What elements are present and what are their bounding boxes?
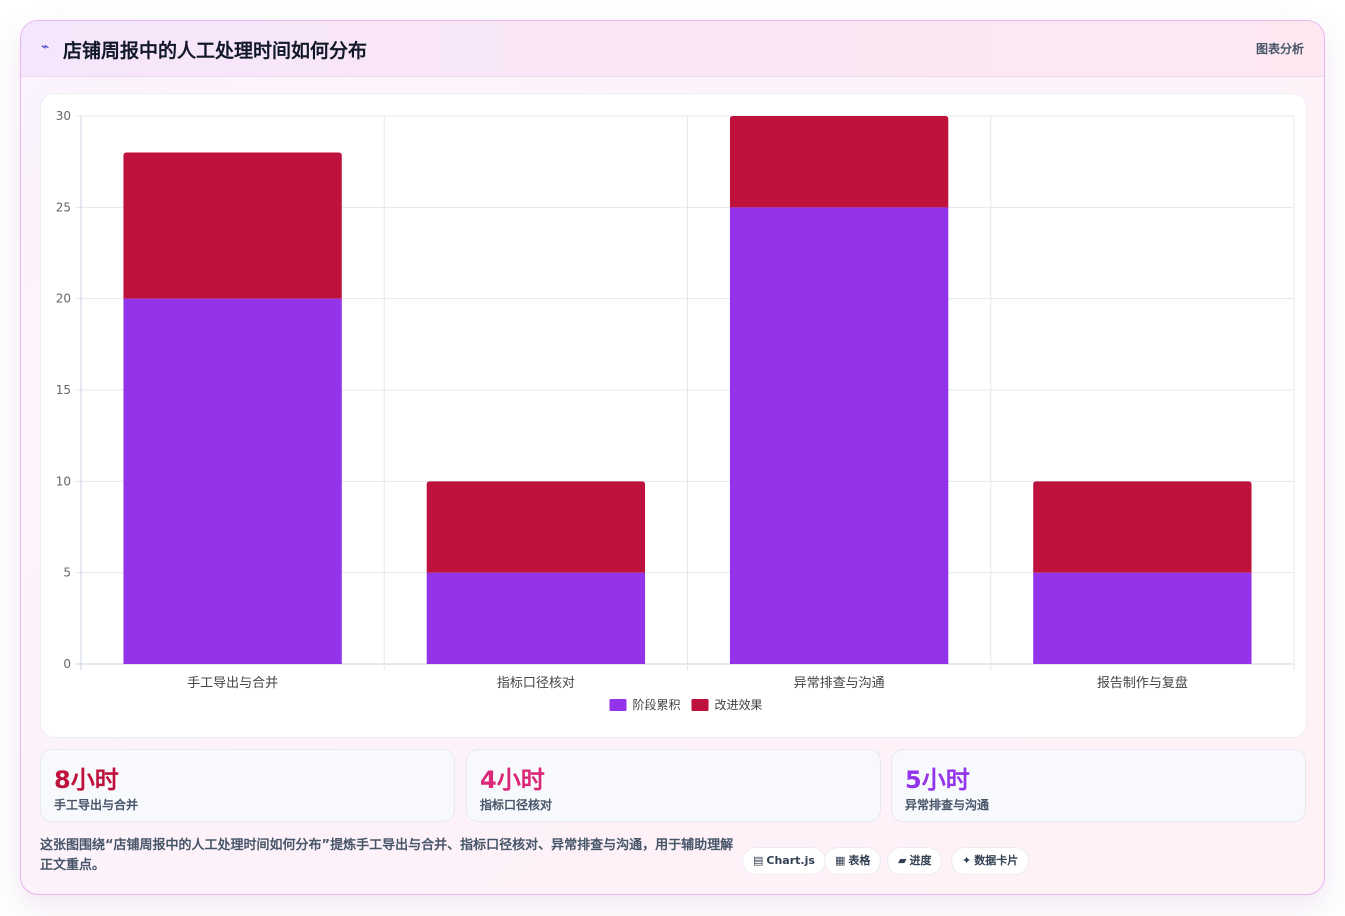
bar-segment (123, 152, 342, 299)
x-category-label: 报告制作与复盘 (1097, 675, 1188, 691)
progress-icon: ▰ (898, 854, 907, 867)
tag-table[interactable]: ▦ 表格 (824, 847, 882, 875)
database-icon: ▤ (753, 854, 764, 867)
y-tick-label: 15 (56, 383, 71, 397)
stat-label: 指标口径核对 (480, 798, 553, 812)
tag-progress[interactable]: ▰ 进度 (887, 847, 943, 875)
chart-line-icon: ⌁ (41, 39, 50, 55)
x-category-label: 指标口径核对 (497, 676, 575, 691)
chart-panel: 0 5 10 15 20 25 30 手工导出与合并 指标口径核对 异常排查与沟通 报告制作与复盘阶… (40, 93, 1307, 738)
card-header: ⌁ 店铺周报中的人工处理时间如何分布 图表分析 (21, 21, 1324, 77)
y-tick-label: 30 (56, 109, 71, 123)
stat-card-exception-handling: 5小时 异常排查与沟通 (891, 749, 1306, 822)
y-tick-label: 20 (56, 292, 71, 306)
stat-value: 8小时 (54, 766, 119, 794)
stat-card-metric-check: 4小时 指标口径核对 (466, 749, 881, 822)
bar-segment (1033, 572, 1252, 664)
bar-segment (426, 572, 646, 664)
stat-value: 4小时 (480, 766, 545, 794)
summary-text: 这张图围绕“店铺周报中的人工处理时间如何分布”提炼手工导出与合并、指标口径核对、… (40, 838, 734, 873)
legend-swatch (691, 699, 709, 711)
legend-label: 改进效果 (715, 697, 763, 712)
bar-segment (123, 298, 342, 664)
tag-label: Chart.js (766, 854, 815, 867)
chart-card: ⌁ 店铺周报中的人工处理时间如何分布 图表分析 0 5 10 15 20 25 30 手工导出… (20, 20, 1325, 895)
stat-label: 异常排查与沟通 (905, 798, 990, 812)
tag-data-card[interactable]: ✦ 数据卡片 (951, 847, 1030, 875)
stat-card-manual-export: 8小时 手工导出与合并 (40, 749, 455, 822)
stat-label: 手工导出与合并 (54, 798, 139, 812)
tag-chartjs[interactable]: ▤ Chart.js (742, 847, 826, 875)
y-tick-label: 0 (63, 657, 71, 671)
sparkle-icon: ✦ (962, 854, 972, 867)
bar-segment (1033, 481, 1252, 573)
y-tick-label: 10 (56, 474, 71, 488)
stacked-bar-chart: 0 5 10 15 20 25 30 手工导出与合并 指标口径核对 异常排查与沟通 报告制作与复盘阶… (56, 109, 1295, 712)
bar-segment (729, 116, 949, 208)
stat-value: 5小时 (905, 766, 970, 794)
table-icon: ▦ (835, 854, 846, 867)
y-tick-label: 25 (56, 200, 71, 214)
x-category-label: 异常排查与沟通 (794, 676, 885, 691)
bar-segment (729, 207, 949, 664)
tag-label: 表格 (848, 854, 871, 867)
legend-label: 阶段累积 (633, 697, 681, 712)
tag-label: 进度 (909, 854, 932, 867)
tag-label: 数据卡片 (974, 854, 1019, 867)
legend-swatch (609, 699, 627, 711)
chart-analysis-badge: 图表分析 (1255, 42, 1304, 56)
y-tick-label: 5 (63, 566, 71, 580)
bar-segment (426, 481, 646, 573)
x-category-label: 手工导出与合并 (187, 676, 278, 691)
page-title: 店铺周报中的人工处理时间如何分布 (63, 40, 368, 62)
